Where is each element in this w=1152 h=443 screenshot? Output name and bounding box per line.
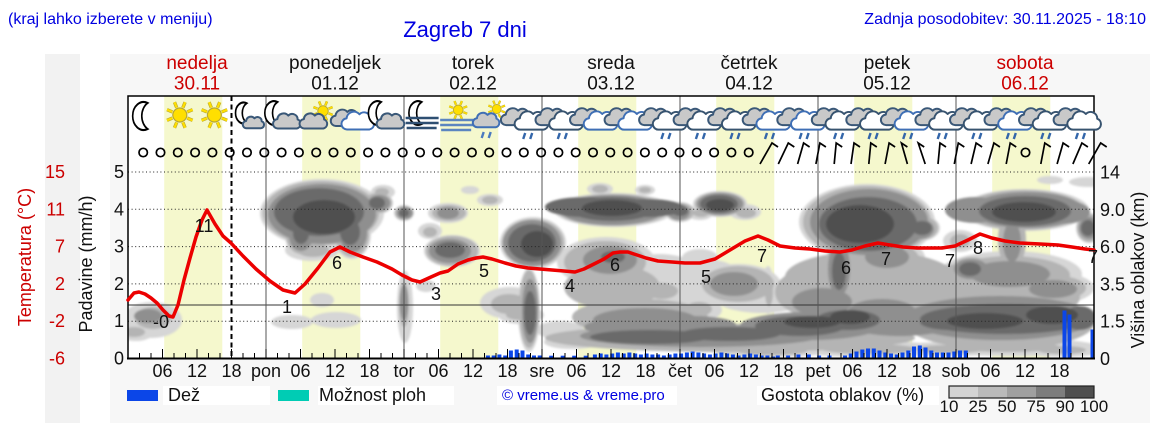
svg-text:1: 1 [114, 311, 124, 331]
svg-text:petek: petek [864, 53, 911, 74]
svg-text:sobota: sobota [996, 53, 1053, 74]
svg-text:4: 4 [565, 276, 575, 296]
svg-text:06: 06 [704, 361, 724, 381]
svg-text:2: 2 [55, 274, 65, 294]
svg-text:6: 6 [332, 253, 342, 273]
svg-text:30.11: 30.11 [174, 74, 220, 95]
svg-text:Dež: Dež [168, 385, 200, 405]
svg-text:6.0: 6.0 [1100, 237, 1125, 257]
svg-text:četrtek: četrtek [720, 53, 778, 74]
svg-text:03.12: 03.12 [587, 74, 635, 95]
svg-text:pon: pon [251, 361, 281, 381]
svg-text:čet: čet [668, 361, 692, 381]
svg-text:Višina oblakov (km): Višina oblakov (km) [1128, 192, 1148, 349]
svg-text:Padavine (mm/h): Padavine (mm/h) [76, 195, 96, 332]
svg-text:02.12: 02.12 [449, 74, 497, 95]
svg-text:12: 12 [739, 361, 759, 381]
svg-text:6: 6 [610, 255, 620, 275]
svg-text:7: 7 [55, 237, 65, 257]
svg-text:5: 5 [479, 261, 489, 281]
svg-text:6: 6 [841, 258, 851, 278]
svg-text:50: 50 [998, 397, 1017, 416]
svg-text:06: 06 [428, 361, 448, 381]
svg-text:pet: pet [805, 361, 830, 381]
svg-text:11: 11 [46, 199, 65, 219]
svg-text:3: 3 [114, 237, 124, 257]
svg-text:06: 06 [290, 361, 310, 381]
svg-text:-0: -0 [153, 312, 169, 332]
svg-text:06: 06 [152, 361, 172, 381]
svg-text:-2: -2 [49, 311, 65, 331]
svg-text:18: 18 [911, 361, 931, 381]
svg-text:18: 18 [359, 361, 379, 381]
svg-text:18: 18 [635, 361, 655, 381]
svg-text:2: 2 [114, 274, 124, 294]
svg-text:90: 90 [1056, 397, 1075, 416]
svg-text:18: 18 [497, 361, 517, 381]
svg-text:18: 18 [773, 361, 793, 381]
svg-text:06: 06 [980, 361, 1000, 381]
svg-text:11: 11 [195, 216, 214, 236]
svg-text:05.12: 05.12 [863, 74, 911, 95]
svg-text:12: 12 [325, 361, 345, 381]
svg-text:12: 12 [1015, 361, 1035, 381]
svg-text:sob: sob [941, 361, 970, 381]
svg-text:06: 06 [842, 361, 862, 381]
svg-text:14: 14 [1100, 163, 1120, 183]
svg-text:nedelja: nedelja [166, 53, 228, 74]
svg-text:sreda: sreda [587, 53, 635, 74]
svg-text:4: 4 [114, 199, 124, 219]
svg-text:15: 15 [45, 162, 65, 182]
svg-text:Zagreb 7 dni: Zagreb 7 dni [403, 17, 527, 42]
svg-text:7: 7 [1088, 247, 1098, 267]
svg-text:-6: -6 [49, 349, 65, 369]
svg-text:© vreme.us & vreme.pro: © vreme.us & vreme.pro [502, 387, 665, 404]
svg-text:7: 7 [757, 246, 767, 266]
svg-text:Zadnja posodobitev: 30.11.2025: Zadnja posodobitev: 30.11.2025 - 18:10 [864, 11, 1146, 28]
svg-text:12: 12 [877, 361, 897, 381]
svg-text:7: 7 [881, 249, 891, 269]
svg-text:sre: sre [529, 361, 554, 381]
svg-text:12: 12 [601, 361, 621, 381]
svg-text:75: 75 [1027, 397, 1046, 416]
svg-text:0: 0 [114, 349, 124, 369]
svg-text:12: 12 [187, 361, 207, 381]
svg-text:ponedeljek: ponedeljek [289, 53, 381, 74]
svg-text:100: 100 [1080, 397, 1108, 416]
svg-text:torek: torek [452, 53, 495, 74]
svg-text:12: 12 [463, 361, 483, 381]
svg-text:1.5: 1.5 [1100, 312, 1125, 332]
svg-text:Gostota oblakov (%): Gostota oblakov (%) [761, 385, 924, 405]
svg-text:18: 18 [1049, 361, 1069, 381]
svg-text:5: 5 [701, 267, 711, 287]
svg-text:25: 25 [969, 397, 988, 416]
svg-text:(kraj lahko izberete v meniju): (kraj lahko izberete v meniju) [8, 11, 213, 28]
svg-text:04.12: 04.12 [725, 74, 773, 95]
svg-text:10: 10 [940, 397, 959, 416]
svg-text:06: 06 [566, 361, 586, 381]
svg-text:06.12: 06.12 [1001, 74, 1049, 95]
svg-text:3.5: 3.5 [1100, 274, 1125, 294]
svg-text:tor: tor [393, 361, 414, 381]
svg-text:18: 18 [221, 361, 241, 381]
svg-text:1: 1 [282, 297, 292, 317]
svg-text:8: 8 [973, 238, 983, 258]
svg-text:0: 0 [1100, 349, 1110, 369]
svg-text:7: 7 [945, 251, 955, 271]
svg-text:3: 3 [431, 284, 441, 304]
svg-text:Možnost ploh: Možnost ploh [319, 385, 426, 405]
svg-text:Temperatura (°C): Temperatura (°C) [15, 188, 35, 326]
svg-text:5: 5 [114, 162, 124, 182]
svg-text:9.0: 9.0 [1100, 200, 1125, 220]
svg-text:01.12: 01.12 [311, 74, 359, 95]
